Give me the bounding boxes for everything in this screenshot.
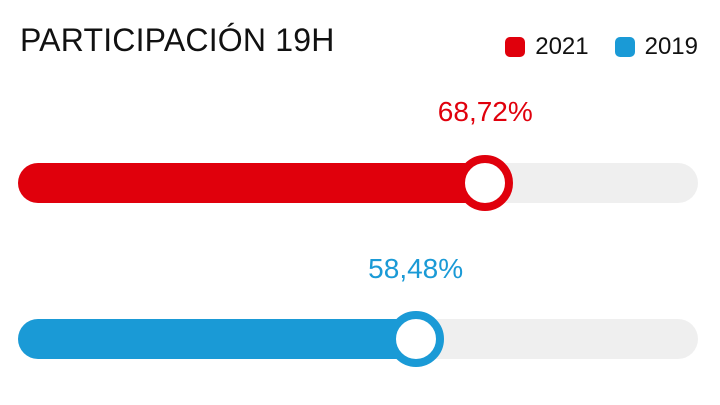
legend: 2021 2019 [505, 33, 698, 61]
meter-track-2021 [18, 155, 698, 211]
legend-swatch-2019 [614, 37, 635, 57]
legend-swatch-2021 [505, 37, 526, 57]
meter-fill-2021 [18, 163, 486, 203]
meter-knob-2021 [457, 155, 514, 211]
chart-title: PARTICIPACIÓN 19H [20, 22, 335, 58]
legend-item-2019: 2019 [614, 33, 698, 61]
legend-label-2019: 2019 [644, 33, 698, 60]
legend-label-2021: 2021 [535, 33, 589, 60]
value-label-2019: 58,48% [368, 253, 464, 284]
meter-fill-2019 [18, 319, 416, 359]
legend-item-2021: 2021 [505, 33, 589, 61]
meter-track-2019 [18, 311, 698, 367]
meter-knob-2019 [387, 311, 444, 367]
value-label-2021: 68,72% [437, 96, 533, 127]
